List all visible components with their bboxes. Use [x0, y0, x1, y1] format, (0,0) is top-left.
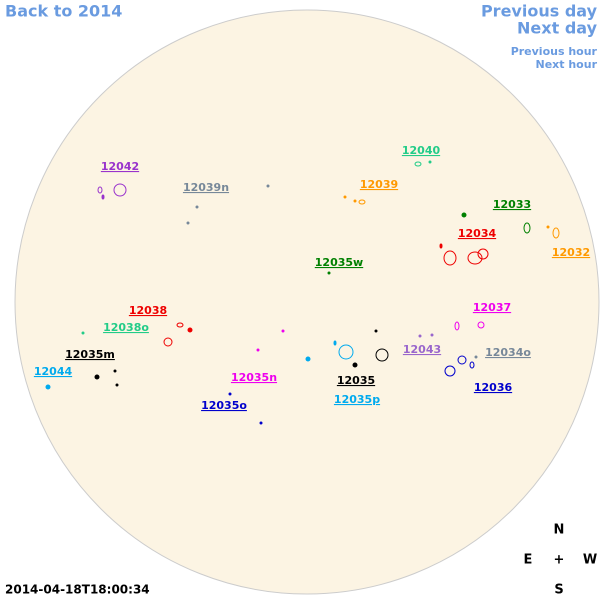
- region-labels: 12042 12039n 12040 12039 12033 12034 12032 1203…: [34, 144, 590, 412]
- region-label[interactable]: 12033: [493, 198, 531, 211]
- sunspot: [259, 421, 263, 425]
- sunspot: [256, 348, 260, 352]
- region-label[interactable]: 12042: [101, 160, 139, 173]
- sunspot: [353, 199, 357, 203]
- sunspot: [101, 194, 105, 200]
- sunspot: [327, 271, 331, 275]
- sunspots: [45, 160, 560, 425]
- sunspot: [443, 250, 457, 266]
- sunspot: [81, 331, 85, 335]
- region-label[interactable]: 12039: [360, 178, 398, 191]
- sunspot: [115, 383, 119, 387]
- sunspot: [186, 221, 190, 225]
- sunspot: [374, 329, 378, 333]
- region-label[interactable]: 12037: [473, 301, 511, 314]
- region-label[interactable]: 12034o: [485, 346, 531, 359]
- region-label[interactable]: 12035n: [231, 371, 277, 384]
- region-label[interactable]: 12035w: [315, 256, 363, 269]
- sunspot: [343, 195, 347, 199]
- compass-west: W: [583, 553, 597, 568]
- timestamp: 2014-04-18T18:00:34: [5, 583, 150, 597]
- region-label[interactable]: 12038: [129, 304, 167, 317]
- region-label[interactable]: 12036: [474, 381, 513, 394]
- region-label[interactable]: 12035m: [65, 348, 115, 361]
- region-label[interactable]: 12043: [403, 343, 441, 356]
- sunspot: [467, 251, 483, 265]
- next-hour-link[interactable]: Next hour: [536, 58, 598, 71]
- back-link[interactable]: Back to 2014: [5, 2, 122, 21]
- previous-hour-link[interactable]: Previous hour: [511, 45, 598, 58]
- sunspot: [418, 334, 422, 338]
- region-label[interactable]: 12034: [458, 227, 497, 240]
- region-label[interactable]: 12040: [402, 144, 441, 157]
- previous-day-link[interactable]: Previous day: [481, 2, 598, 21]
- region-label[interactable]: 12035: [337, 374, 375, 387]
- sunspot: [375, 348, 389, 362]
- sunspot: [113, 183, 127, 197]
- sunspot: [97, 186, 103, 194]
- sunspot: [457, 355, 467, 365]
- sunspot: [113, 369, 117, 373]
- sunspot: [552, 227, 560, 239]
- sunspot: [523, 222, 531, 234]
- next-day-link[interactable]: Next day: [517, 19, 598, 38]
- sunspot: [94, 374, 100, 380]
- sunspot: [474, 355, 478, 359]
- solar-disk: [14, 9, 600, 595]
- sunspot: [461, 212, 467, 218]
- sunspot: [546, 225, 550, 229]
- sunspot: [305, 356, 311, 362]
- region-label[interactable]: 12044: [34, 365, 73, 378]
- sunspot: [428, 160, 432, 164]
- sunspot: [454, 321, 460, 331]
- region-label[interactable]: 12035p: [334, 393, 380, 406]
- compass-east: E: [524, 553, 533, 568]
- compass-north: N: [554, 523, 565, 538]
- sunspot: [352, 362, 358, 368]
- region-label[interactable]: 12038o: [103, 321, 149, 334]
- sunspot: [266, 184, 270, 188]
- sunspot: [439, 243, 443, 249]
- sunspot: [469, 361, 475, 369]
- sunspot: [195, 205, 199, 209]
- sunspot: [333, 340, 337, 346]
- region-label[interactable]: 12032: [552, 246, 590, 259]
- region-label[interactable]: 12035o: [201, 399, 247, 412]
- compass-center: +: [554, 553, 565, 568]
- sunspot: [176, 322, 184, 328]
- sunspot: [228, 392, 232, 396]
- sunspot: [358, 199, 366, 205]
- sunspot: [187, 327, 193, 333]
- sunspot: [163, 337, 173, 347]
- compass-south: S: [554, 583, 563, 598]
- sunspot: [477, 248, 489, 260]
- sunspot: [281, 329, 285, 333]
- sunspot: [477, 321, 485, 329]
- sunspot: [414, 161, 422, 167]
- region-label[interactable]: 12039n: [183, 181, 229, 194]
- sunspot: [45, 384, 51, 390]
- sunspot: [430, 333, 434, 337]
- sunspot: [338, 344, 354, 360]
- sunspot: [444, 365, 456, 377]
